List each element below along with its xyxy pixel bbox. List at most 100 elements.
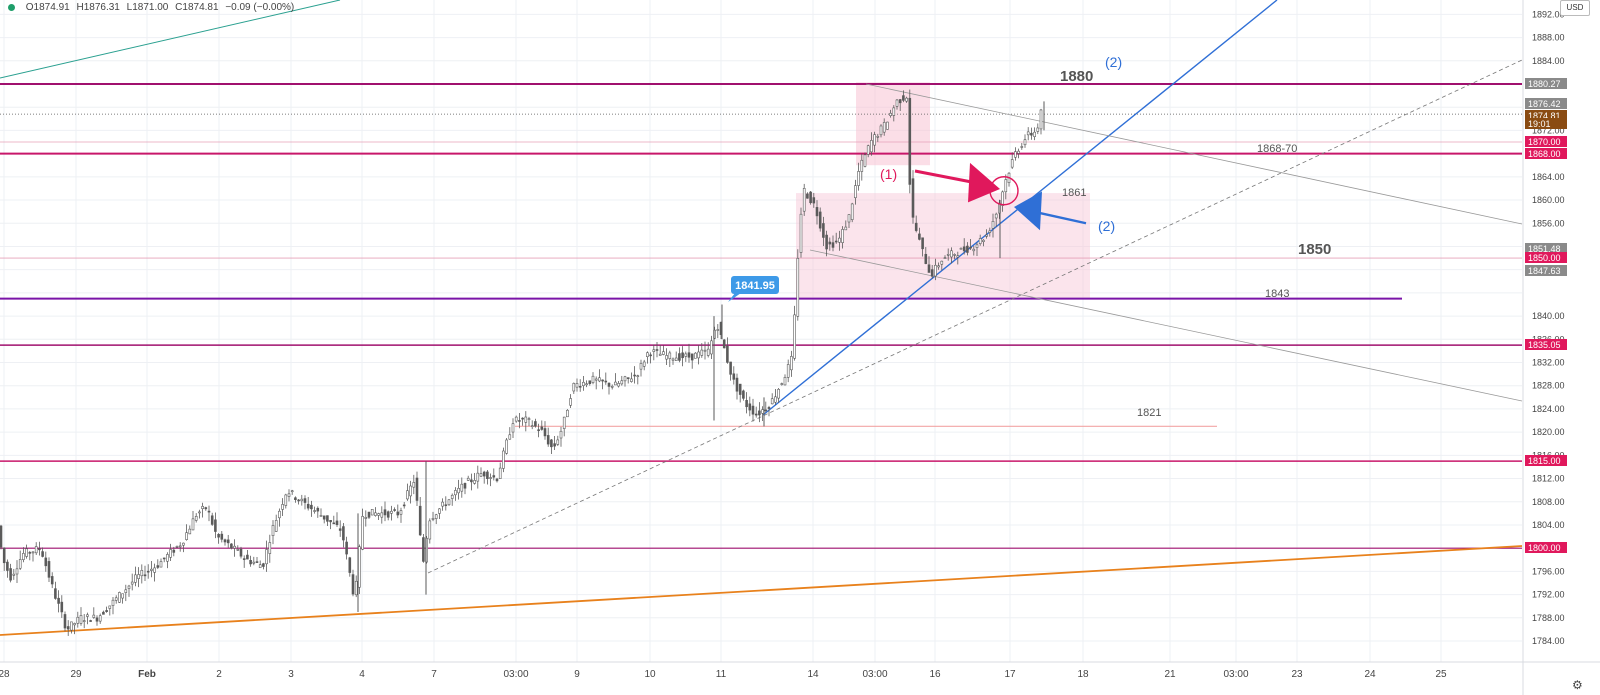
candle-body xyxy=(418,505,422,536)
candle-body xyxy=(271,525,275,536)
candle-body xyxy=(95,617,99,622)
candle-body xyxy=(1010,159,1014,168)
candle-body xyxy=(191,518,195,531)
candle-body xyxy=(361,516,364,550)
candle-body xyxy=(201,506,204,510)
price-badge xyxy=(1525,252,1567,263)
candle-body xyxy=(342,526,345,541)
candle-body xyxy=(902,95,905,101)
candle-body xyxy=(134,574,137,583)
candle-body xyxy=(783,377,787,386)
candle-body xyxy=(31,551,35,554)
candle-body xyxy=(194,516,198,521)
candle-body xyxy=(860,159,864,172)
candle-body xyxy=(751,405,755,415)
candle-body xyxy=(630,378,633,382)
candle-body xyxy=(626,377,630,379)
candle-body xyxy=(76,616,80,624)
candle-body xyxy=(12,573,16,576)
candle-body xyxy=(220,533,224,540)
gear-icon[interactable]: ⚙ xyxy=(1572,678,1583,692)
candle-body xyxy=(380,512,384,518)
candle-body xyxy=(639,363,643,370)
candle-body xyxy=(364,517,368,519)
candle-body xyxy=(556,439,560,445)
candle-body xyxy=(156,565,160,568)
pink-arrow-head xyxy=(968,162,1000,203)
candle-body xyxy=(2,547,6,564)
candle-body xyxy=(217,534,220,538)
time-tick-label: 3 xyxy=(288,669,294,680)
candle-body xyxy=(447,499,451,506)
price-badge-label: 1851.48 xyxy=(1528,244,1561,254)
candle-body xyxy=(169,549,172,558)
candle-body xyxy=(63,614,67,629)
candle-body xyxy=(950,250,953,258)
candle-body xyxy=(530,425,534,428)
candle-body xyxy=(463,483,467,489)
candle-body xyxy=(828,241,832,245)
candle-body xyxy=(710,340,713,355)
candle-body xyxy=(780,383,784,385)
candle-body xyxy=(754,413,758,416)
candle-body xyxy=(332,522,336,525)
candle-body xyxy=(1026,131,1030,136)
candle-body xyxy=(985,234,988,237)
candle-body xyxy=(130,581,134,585)
candle-body xyxy=(914,222,918,231)
candle-body xyxy=(546,435,550,445)
candle-body xyxy=(962,246,966,252)
candle-body xyxy=(172,549,176,553)
candle-body xyxy=(406,490,409,500)
close-value: C1874.81 xyxy=(175,2,219,13)
candle-body xyxy=(287,493,291,497)
candle-body xyxy=(825,234,828,250)
price-tick-label: 1788.00 xyxy=(1532,613,1565,623)
time-tick-label: 03:00 xyxy=(1223,669,1248,680)
candle-body xyxy=(479,473,483,477)
candle-body xyxy=(319,515,323,517)
currency-button[interactable]: USD xyxy=(1560,0,1590,16)
candle-body xyxy=(457,487,460,494)
candle-body xyxy=(969,246,972,249)
candle-body xyxy=(815,207,819,217)
time-tick-label: 25 xyxy=(1435,669,1447,680)
candle-body xyxy=(662,351,665,355)
candle-body xyxy=(188,528,192,535)
candle-body xyxy=(249,559,252,565)
candle-body xyxy=(790,356,793,371)
candle-body xyxy=(278,510,281,519)
candle-body xyxy=(54,588,57,599)
candle-body xyxy=(242,558,246,560)
trend-line-top xyxy=(0,0,341,79)
candle-body xyxy=(940,260,944,265)
candle-body xyxy=(50,576,54,585)
ohlc-legend: O1874.91 H1876.31 L1871.00 C1874.81 −0.0… xyxy=(8,2,298,13)
candle-body xyxy=(924,253,928,264)
candle-body xyxy=(476,472,480,482)
candle-body xyxy=(524,416,528,423)
candle-body xyxy=(348,557,352,573)
candle-body xyxy=(665,355,668,360)
candle-body xyxy=(223,539,227,543)
price-badge xyxy=(1525,136,1567,147)
candle-body xyxy=(73,623,76,626)
candle-body xyxy=(761,409,764,414)
candle-body xyxy=(681,352,684,359)
candle-body xyxy=(726,345,729,363)
candle-body xyxy=(620,380,624,385)
candle-body xyxy=(742,390,745,399)
candle-body xyxy=(486,471,489,479)
high-callout-label: 1841.95 xyxy=(735,280,775,292)
candle-body xyxy=(310,504,313,510)
price-badge-label: 1874.81 xyxy=(1528,111,1561,121)
price-tick-label: 1856.00 xyxy=(1532,218,1565,228)
price-badge-label: 1870.00 xyxy=(1528,137,1561,147)
candle-body xyxy=(175,545,179,548)
candle-body xyxy=(646,352,649,357)
time-tick-label: 03:00 xyxy=(862,669,887,680)
candle-body xyxy=(66,626,70,630)
candle-body xyxy=(399,510,403,515)
candle-body xyxy=(47,561,51,578)
